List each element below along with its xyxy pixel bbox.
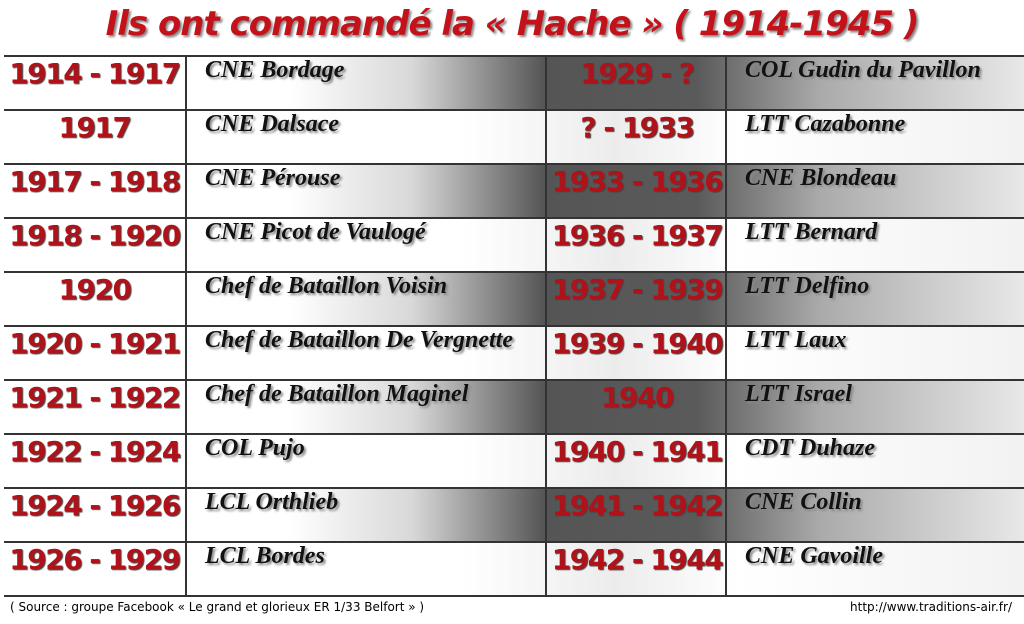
period-cell: 1918 - 1920: [9, 219, 181, 252]
commander-cell: LTT Bernard: [725, 219, 1024, 271]
period-cell: 1941 - 1942: [545, 489, 727, 541]
table-row: 1914 - 1917 CNE Bordage 1929 - ? COL Gudin …: [4, 57, 1024, 111]
commander-cell: LCL Orthlieb: [185, 489, 545, 541]
commander-cell: CNE Blondeau: [725, 165, 1024, 217]
source: ( Source : groupe Facebook « Le grand et…: [10, 600, 425, 614]
commander-cell: COL Gudin du Pavillon: [725, 57, 1024, 109]
commander-cell: CNE Collin: [725, 489, 1024, 541]
commander-cell: CNE Bordage: [185, 57, 545, 109]
table-row: 1918 - 1920 CNE Picot de Vaulogé 1936 - 19…: [4, 219, 1024, 273]
commander-cell: Chef de Bataillon Maginel: [185, 381, 545, 433]
commander-cell: LTT Israel: [725, 381, 1024, 433]
commander-cell: Chef de Bataillon De Vergnette: [185, 327, 545, 379]
table-row: 1917 CNE Dalsace? - 1933 LTT Cazabonne: [4, 111, 1024, 165]
table: 1914 - 1917 CNE Bordage 1929 - ? COL Gudin …: [4, 55, 1024, 597]
period-cell: 1922 - 1924: [9, 435, 181, 468]
commander-cell: CNE Picot de Vaulogé: [185, 219, 545, 271]
commander-cell: CNE Dalsace: [185, 111, 545, 163]
table-row: 1920 - 1921 Chef de Bataillon De Vergnett…: [4, 327, 1024, 381]
period-cell: 1942 - 1944: [545, 543, 727, 595]
period-cell: 1936 - 1937: [545, 219, 727, 271]
title: Ils ont commandé la « Hache » ( 1914-194…: [105, 4, 920, 44]
table-row: 1926 - 1929 LCL Bordes 1942 - 1944 CNE Gavo…: [4, 543, 1024, 597]
commander-cell: LTT Laux: [725, 327, 1024, 379]
period-cell: 1920 - 1921: [9, 327, 181, 360]
period-cell: 1917: [58, 111, 132, 144]
period-cell: 1940: [545, 381, 727, 433]
table-row: 1917 - 1918 CNE Pérouse 1933 - 1936 CNE Blo…: [4, 165, 1024, 219]
period-cell: 1939 - 1940: [545, 327, 727, 379]
table-row: 1922 - 1924 COL Pujo 1940 - 1941 CDT Duhaze: [4, 435, 1024, 489]
period-cell: 1924 - 1926: [9, 489, 181, 522]
period-cell: 1937 - 1939: [545, 273, 727, 325]
period-cell: 1917 - 1918: [9, 165, 181, 198]
commander-cell: COL Pujo: [185, 435, 545, 487]
commander-cell: CNE Gavoille: [725, 543, 1024, 595]
table-row: 1920 Chef de Bataillon Voisin 1937 - 1939 L…: [4, 273, 1024, 327]
period-cell: 1940 - 1941: [545, 435, 727, 487]
commander-cell: LCL Bordes: [185, 543, 545, 595]
period-cell: 1926 - 1929: [9, 543, 181, 576]
period-cell: ? - 1933: [545, 111, 727, 163]
url: http://www.traditions-air.fr/: [850, 600, 1012, 614]
commander-cell: CDT Duhaze: [725, 435, 1024, 487]
commander-cell: LTT Delfino: [725, 273, 1024, 325]
period-cell: 1933 - 1936: [545, 165, 727, 217]
period-cell: 1921 - 1922: [9, 381, 181, 414]
commander-cell: LTT Cazabonne: [725, 111, 1024, 163]
table-row: 1921 - 1922 Chef de Bataillon Maginel 1940…: [4, 381, 1024, 435]
commander-cell: Chef de Bataillon Voisin: [185, 273, 545, 325]
commander-cell: CNE Pérouse: [185, 165, 545, 217]
table-row: 1924 - 1926 LCL Orthlieb 1941 - 1942 CNE Co…: [4, 489, 1024, 543]
period-cell: 1929 - ?: [545, 57, 727, 109]
period-cell: 1914 - 1917: [9, 57, 181, 90]
period-cell: 1920: [58, 273, 132, 306]
